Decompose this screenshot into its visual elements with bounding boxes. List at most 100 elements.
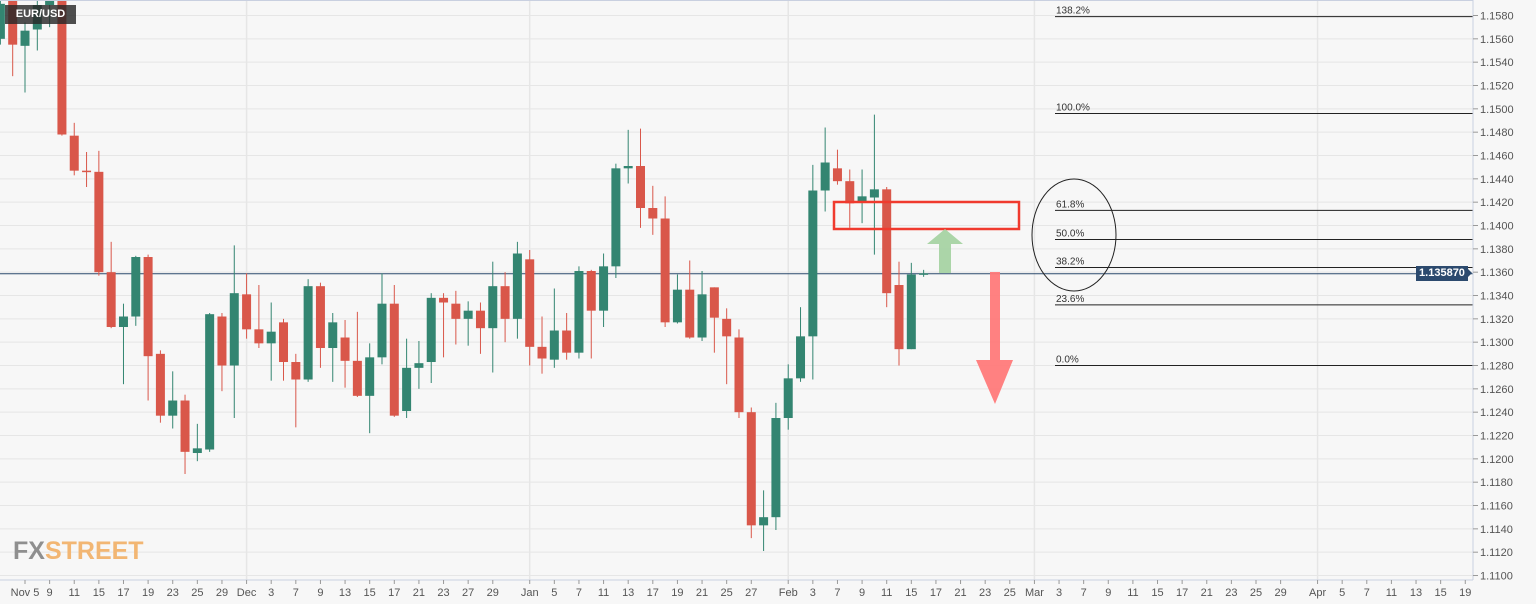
candle-body bbox=[857, 196, 867, 202]
candles bbox=[0, 0, 929, 552]
x-tick-label: 25 bbox=[191, 587, 203, 599]
x-tick-label: 7 bbox=[293, 587, 299, 599]
candle-bearish bbox=[451, 290, 461, 345]
candle-body bbox=[500, 286, 510, 319]
candle-bullish bbox=[192, 423, 202, 462]
x-tick-label: 17 bbox=[647, 587, 659, 599]
candle-bearish bbox=[660, 196, 670, 328]
candle-body bbox=[291, 362, 301, 380]
logo-street: STREET bbox=[44, 537, 144, 565]
candle-bearish bbox=[882, 187, 892, 308]
annotations bbox=[832, 178, 1117, 404]
y-tick-label: 1.1140 bbox=[1480, 524, 1513, 536]
fib-level-label: 38.2% bbox=[1056, 257, 1084, 268]
candle-body bbox=[586, 271, 596, 311]
candle-body bbox=[832, 168, 842, 182]
candle-bearish bbox=[475, 302, 485, 354]
candle-bullish bbox=[118, 303, 128, 385]
candle-bearish bbox=[180, 394, 190, 475]
y-tick-label: 1.1560 bbox=[1480, 34, 1514, 46]
candle-bearish bbox=[537, 316, 547, 374]
x-tick-label: 9 bbox=[47, 587, 53, 599]
candle-body bbox=[45, 0, 55, 5]
y-tick-label: 1.1180 bbox=[1480, 477, 1513, 489]
y-tick-label: 1.1420 bbox=[1480, 197, 1514, 209]
x-tick-label: 17 bbox=[1176, 587, 1188, 599]
x-tick-label: Jan bbox=[521, 587, 539, 599]
candle-bearish bbox=[586, 269, 596, 359]
candle-bullish bbox=[303, 279, 313, 382]
candle-body bbox=[759, 517, 769, 526]
grid bbox=[0, 0, 1473, 580]
candle-bearish bbox=[832, 149, 842, 185]
x-tick-label: 29 bbox=[216, 587, 228, 599]
candle-body bbox=[439, 297, 449, 303]
fxstreet-logo: FXSTREET bbox=[13, 537, 144, 566]
y-tick-label: 1.1380 bbox=[1480, 244, 1514, 256]
candle-body bbox=[771, 418, 781, 518]
candle-body bbox=[636, 166, 645, 209]
candle-bullish bbox=[131, 255, 141, 326]
fib-level-label: 23.6% bbox=[1056, 294, 1084, 305]
x-tick-label: 15 bbox=[905, 587, 917, 599]
x-tick-label: 21 bbox=[413, 587, 425, 599]
candle-body bbox=[869, 189, 879, 198]
candle-body bbox=[0, 3, 5, 39]
x-tick-label: 23 bbox=[437, 587, 449, 599]
candle-bullish bbox=[549, 288, 559, 368]
candle-body bbox=[106, 272, 116, 328]
x-tick-label: 13 bbox=[1410, 587, 1422, 599]
candle-bearish bbox=[315, 282, 325, 368]
x-tick-label: 27 bbox=[745, 587, 757, 599]
y-tick-label: 1.1120 bbox=[1480, 547, 1513, 559]
x-tick-label: 19 bbox=[142, 587, 154, 599]
fib-highlight-ellipse bbox=[1031, 178, 1117, 292]
candle-bullish bbox=[857, 169, 867, 224]
x-tick-label: 25 bbox=[721, 587, 733, 599]
candle-bullish bbox=[328, 313, 338, 382]
x-tick-label: 27 bbox=[462, 587, 474, 599]
candle-body bbox=[205, 314, 215, 450]
x-tick-label: 23 bbox=[979, 587, 991, 599]
x-tick-label: 11 bbox=[69, 587, 80, 599]
x-tick-label: 17 bbox=[117, 587, 129, 599]
y-tick-label: 1.1280 bbox=[1480, 361, 1514, 373]
candle-bearish bbox=[709, 287, 719, 353]
y-tick-label: 1.1440 bbox=[1480, 174, 1514, 186]
candle-bullish bbox=[672, 274, 682, 324]
x-tick-label: 3 bbox=[268, 587, 274, 599]
candle-bullish bbox=[266, 302, 276, 381]
candle-body bbox=[377, 303, 387, 358]
candle-bullish bbox=[599, 253, 609, 328]
x-tick-label: Mar bbox=[1025, 587, 1044, 599]
candle-bullish bbox=[796, 307, 806, 382]
candle-body bbox=[685, 289, 695, 338]
candle-body bbox=[118, 316, 128, 328]
candle-bearish bbox=[734, 329, 744, 419]
x-tick-label: 19 bbox=[671, 587, 683, 599]
candle-bullish bbox=[808, 164, 818, 380]
x-tick-label: 23 bbox=[1225, 587, 1237, 599]
candle-body bbox=[365, 357, 375, 396]
candle-body bbox=[475, 310, 485, 329]
candle-bearish bbox=[279, 318, 289, 381]
x-tick-label: 5 bbox=[1339, 587, 1345, 599]
candle-body bbox=[463, 310, 473, 319]
candle-body bbox=[611, 168, 621, 267]
candle-body bbox=[512, 253, 522, 319]
x-tick-label: 15 bbox=[364, 587, 376, 599]
candle-body bbox=[155, 353, 165, 416]
candle-body bbox=[796, 336, 806, 379]
y-tick-label: 1.1580 bbox=[1480, 11, 1514, 23]
candle-body bbox=[906, 274, 916, 350]
candle-body bbox=[808, 190, 818, 337]
x-tick-label: 13 bbox=[339, 587, 351, 599]
fib-level-label: 138.2% bbox=[1056, 6, 1090, 17]
fib-level-label: 100.0% bbox=[1056, 103, 1090, 114]
candle-body bbox=[820, 162, 830, 191]
candle-body bbox=[882, 189, 892, 294]
candle-body bbox=[734, 337, 744, 413]
x-tick-label: 11 bbox=[598, 587, 609, 599]
candle-body bbox=[414, 363, 424, 368]
